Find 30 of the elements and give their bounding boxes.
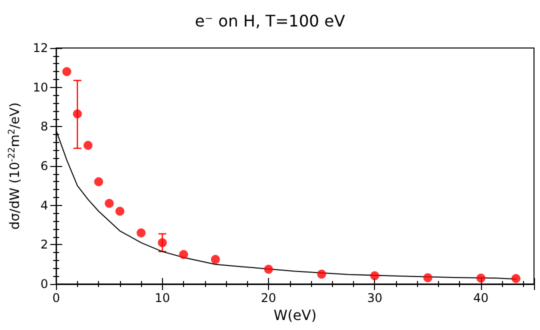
y-tick-label: 10 bbox=[32, 80, 48, 94]
chart-title: e⁻ on H, T=100 eV bbox=[194, 12, 346, 30]
point bbox=[72, 109, 82, 118]
y-tick-label: 2 bbox=[40, 238, 48, 252]
point bbox=[84, 140, 93, 150]
y-axis-title: dσ/dW (10-22m2/eV) bbox=[8, 102, 23, 230]
point bbox=[264, 264, 274, 274]
x-tick-label: 10 bbox=[154, 291, 170, 305]
point bbox=[423, 273, 432, 282]
x-axis-title: W(eV) bbox=[274, 308, 317, 324]
point bbox=[115, 206, 124, 216]
x-tick-label: 0 bbox=[52, 291, 60, 305]
point bbox=[210, 254, 220, 264]
point bbox=[317, 270, 326, 279]
point bbox=[370, 271, 380, 280]
point bbox=[94, 177, 104, 186]
y-tick-label: 8 bbox=[40, 120, 48, 134]
x-tick-label: 20 bbox=[260, 291, 276, 305]
y-tick-label: 6 bbox=[40, 159, 48, 173]
point bbox=[62, 67, 72, 76]
point bbox=[104, 198, 114, 208]
point bbox=[158, 238, 167, 248]
point bbox=[511, 274, 520, 283]
y-tick-label: 12 bbox=[32, 41, 48, 55]
y-tick-label: 4 bbox=[40, 198, 48, 212]
x-tick-label: 30 bbox=[367, 291, 382, 305]
point bbox=[179, 250, 188, 259]
y-tick-label: 0 bbox=[40, 277, 48, 291]
point bbox=[136, 228, 146, 238]
x-tick-label: 40 bbox=[473, 291, 489, 305]
